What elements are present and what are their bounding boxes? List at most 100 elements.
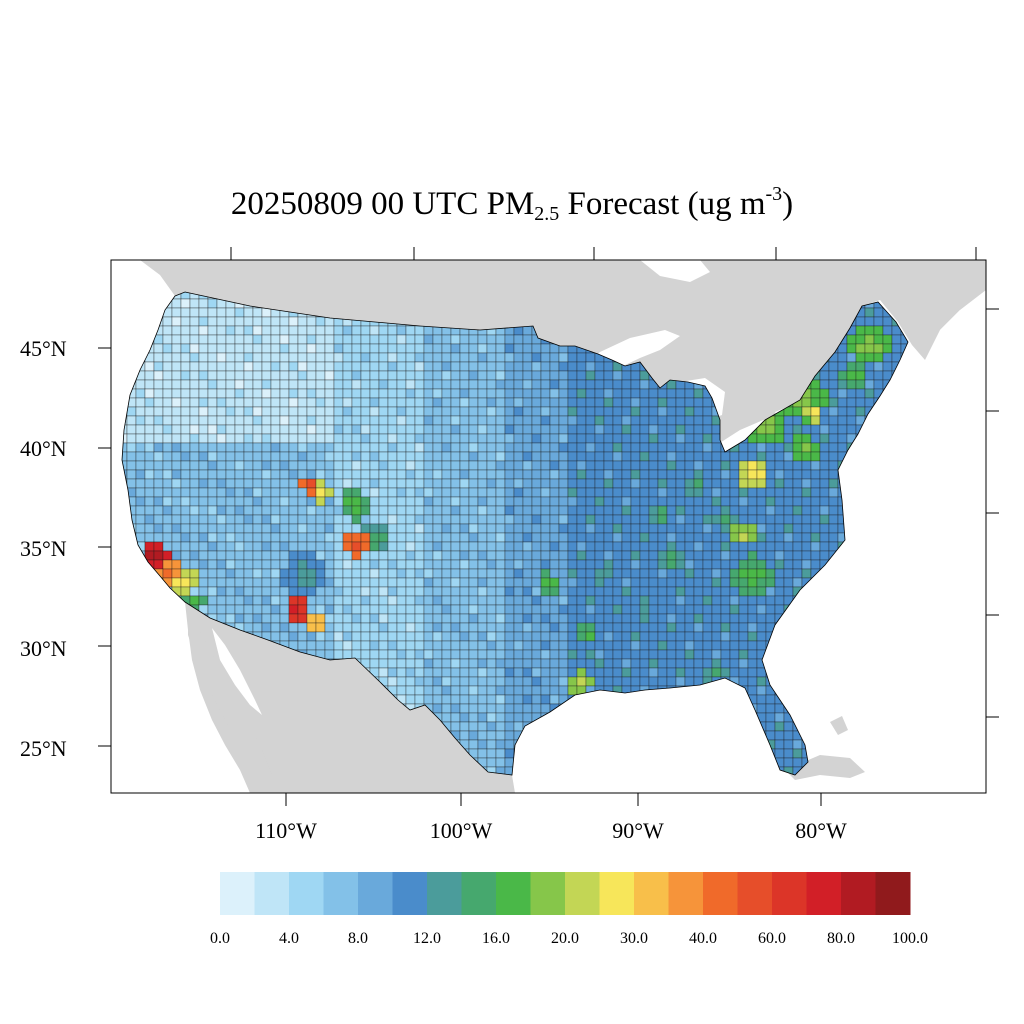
county-cell [279, 361, 290, 372]
county-cell [639, 658, 650, 669]
county-cell [135, 469, 146, 480]
county-cell [603, 496, 614, 507]
county-cell [774, 748, 785, 759]
county-cell [603, 361, 614, 372]
county-cell [396, 460, 407, 471]
county-cell [675, 469, 686, 480]
county-cell [324, 559, 335, 570]
county-cell [432, 586, 443, 597]
county-cell [144, 541, 155, 552]
county-cell [486, 613, 497, 624]
county-cell [594, 622, 605, 633]
latitude-labels: 45°N 40°N 35°N 30°N 25°N [20, 336, 67, 761]
county-cell [180, 334, 191, 345]
county-cell [747, 586, 758, 597]
county-cell [648, 586, 659, 597]
county-cell [351, 595, 362, 606]
county-cell [630, 541, 641, 552]
county-cell [207, 334, 218, 345]
county-cell [171, 451, 182, 462]
county-cell [639, 577, 650, 588]
county-cell [414, 406, 425, 417]
county-cell [261, 433, 272, 444]
county-cell [171, 334, 182, 345]
county-cell [324, 478, 335, 489]
county-cell [531, 694, 542, 705]
county-cell [495, 622, 506, 633]
county-cell [513, 676, 524, 687]
county-cell [432, 622, 443, 633]
county-cell [252, 361, 263, 372]
county-cell [243, 334, 254, 345]
county-cell [468, 703, 479, 714]
county-cell [765, 595, 776, 606]
county-cell [279, 370, 290, 381]
county-cell [468, 622, 479, 633]
county-cell [414, 415, 425, 426]
county-cell [513, 370, 524, 381]
county-cell [576, 550, 587, 561]
county-cell [342, 523, 353, 534]
county-cell [297, 604, 308, 615]
county-cell [432, 424, 443, 435]
county-cell [558, 550, 569, 561]
county-cell [450, 451, 461, 462]
county-cell [288, 514, 299, 525]
county-cell [432, 388, 443, 399]
county-cell [477, 595, 488, 606]
county-cell [126, 415, 137, 426]
county-cell [396, 379, 407, 390]
county-cell [792, 505, 803, 516]
county-cell [207, 505, 218, 516]
county-cell [711, 523, 722, 534]
county-cell [261, 523, 272, 534]
county-cell [567, 370, 578, 381]
county-cell [306, 478, 317, 489]
county-cell [756, 685, 767, 696]
county-cell [522, 451, 533, 462]
county-cell [414, 514, 425, 525]
county-cell [414, 604, 425, 615]
county-cell [351, 487, 362, 498]
county-cell [270, 325, 281, 336]
county-cell [639, 415, 650, 426]
county-cell [513, 523, 524, 534]
county-cell [315, 622, 326, 633]
county-cell [306, 460, 317, 471]
county-cell [477, 559, 488, 570]
county-cell [756, 640, 767, 651]
county-cell [729, 496, 740, 507]
county-cell [342, 550, 353, 561]
county-cell [414, 631, 425, 642]
county-cell [288, 541, 299, 552]
county-cell [144, 532, 155, 543]
county-cell [360, 334, 371, 345]
county-cell [486, 496, 497, 507]
county-cell [297, 478, 308, 489]
county-cell [819, 424, 830, 435]
county-cell [333, 478, 344, 489]
county-cell [369, 469, 380, 480]
county-cell [711, 478, 722, 489]
county-cell [549, 370, 560, 381]
county-cell [630, 496, 641, 507]
county-cell [387, 451, 398, 462]
county-cell [387, 388, 398, 399]
county-cell [756, 550, 767, 561]
county-cell [468, 469, 479, 480]
colorbar-tick-label: 0.0 [210, 930, 230, 947]
county-cell [189, 577, 200, 588]
county-cell [423, 478, 434, 489]
county-cell [468, 514, 479, 525]
county-cell [333, 361, 344, 372]
county-cell [765, 451, 776, 462]
county-cell [774, 586, 785, 597]
county-cell [486, 685, 497, 696]
county-cell [225, 406, 236, 417]
county-cell [432, 613, 443, 624]
county-cell [405, 325, 416, 336]
county-cell [576, 397, 587, 408]
county-cell [540, 496, 551, 507]
county-cell [810, 532, 821, 543]
county-cell [477, 523, 488, 534]
